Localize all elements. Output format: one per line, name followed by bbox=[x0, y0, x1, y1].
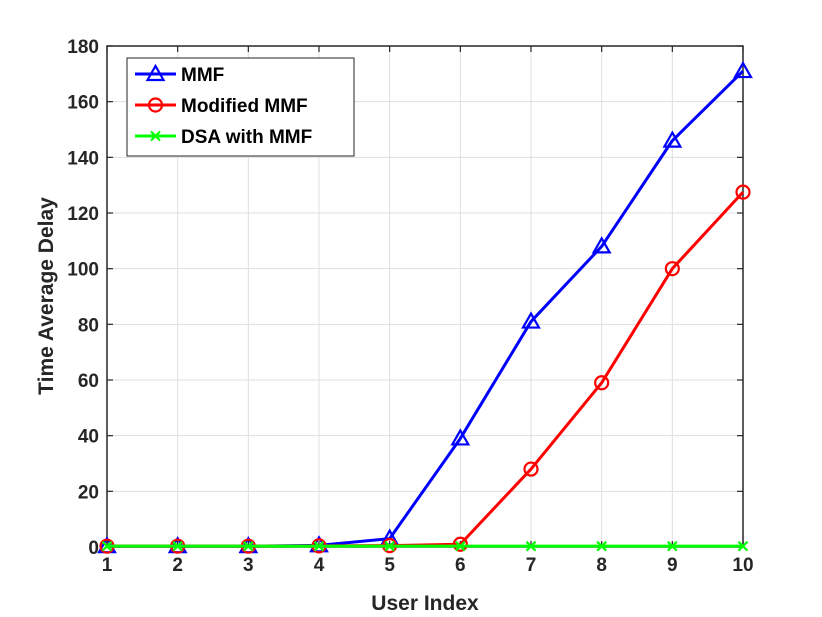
data-point bbox=[384, 540, 395, 552]
y-tick-label: 80 bbox=[78, 315, 99, 336]
x-tick-label: 2 bbox=[172, 555, 183, 576]
data-point bbox=[521, 311, 541, 329]
x-tick-label: 4 bbox=[314, 555, 325, 576]
data-point bbox=[662, 130, 683, 148]
x-tick-label: 10 bbox=[732, 555, 753, 576]
x-axis-title: User Index bbox=[371, 592, 479, 615]
y-tick-label: 100 bbox=[67, 260, 99, 281]
y-tick-label: 40 bbox=[78, 427, 99, 448]
y-tick-labels: 0 20 40 60 80 100 120 140 160 180 bbox=[67, 37, 99, 559]
y-tick-label: 20 bbox=[78, 482, 99, 503]
legend-item: Modified MMF bbox=[135, 96, 308, 117]
legend-item: MMF bbox=[135, 63, 224, 86]
legend-marker bbox=[147, 97, 164, 113]
x-tick-label: 7 bbox=[526, 555, 537, 576]
data-point bbox=[172, 540, 183, 552]
y-tick-label: 60 bbox=[78, 371, 99, 392]
data-point bbox=[452, 536, 468, 552]
data-point bbox=[455, 540, 466, 552]
legend-label: Modified MMF bbox=[181, 96, 308, 117]
x-tick-label: 3 bbox=[243, 555, 254, 576]
legend-marker bbox=[145, 63, 166, 82]
legend-label: DSA with MMF bbox=[181, 127, 312, 148]
data-point bbox=[313, 540, 325, 552]
x-tick-label: 6 bbox=[455, 555, 466, 576]
data-point bbox=[664, 261, 680, 277]
x-tick-label: 1 bbox=[102, 555, 113, 576]
y-tick-label: 180 bbox=[67, 37, 99, 58]
data-point bbox=[450, 428, 471, 446]
data-point bbox=[243, 540, 254, 552]
x-tick-label: 8 bbox=[596, 555, 607, 576]
legend-item: DSA with MMF bbox=[135, 127, 312, 148]
series-x bbox=[101, 540, 749, 552]
data-point bbox=[594, 375, 610, 391]
y-tick-label: 120 bbox=[67, 204, 99, 225]
legend-marker bbox=[150, 130, 161, 142]
series-group bbox=[97, 60, 753, 554]
data-point bbox=[735, 184, 751, 200]
data-point bbox=[596, 540, 607, 552]
x-tick-labels: 1 2 3 4 5 6 7 8 9 10 bbox=[102, 555, 754, 576]
data-point bbox=[591, 236, 612, 254]
legend-label: MMF bbox=[181, 65, 224, 86]
data-point bbox=[733, 60, 753, 79]
x-tick-label: 9 bbox=[667, 555, 678, 576]
data-point bbox=[525, 540, 537, 552]
x-tick-label: 5 bbox=[384, 555, 395, 576]
data-point bbox=[101, 540, 113, 552]
data-point bbox=[737, 540, 749, 552]
data-point bbox=[523, 461, 539, 477]
y-tick-label: 160 bbox=[67, 93, 99, 114]
y-tick-label: 0 bbox=[88, 538, 99, 559]
y-axis-title: Time Average Delay bbox=[35, 197, 58, 395]
data-point bbox=[667, 540, 678, 552]
legend: MMF Modified MMF DSA with MMF bbox=[126, 57, 355, 157]
y-tick-label: 140 bbox=[67, 148, 99, 169]
